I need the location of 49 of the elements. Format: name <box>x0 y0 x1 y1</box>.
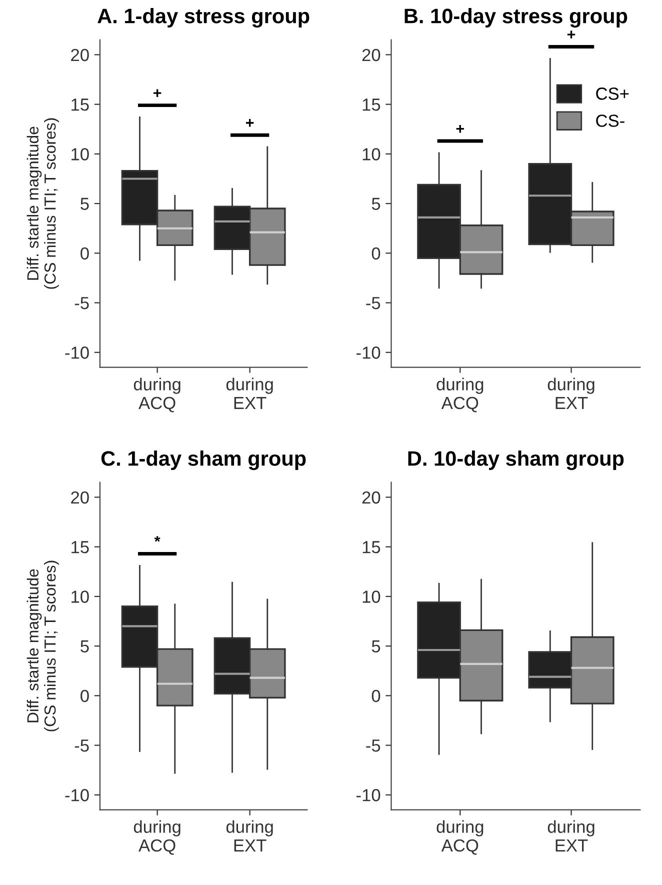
y-tick-label: 20 <box>362 48 380 62</box>
y-tick-label: -5 <box>366 740 380 752</box>
y-tick-label: 0 <box>80 690 89 702</box>
y-tick-label: -10 <box>356 346 380 359</box>
x-tick-label: during EXT <box>226 820 273 852</box>
y-tick-label: 5 <box>372 198 380 210</box>
y-tick-label: -10 <box>65 789 89 802</box>
y-tick-label: 15 <box>362 98 380 111</box>
y-tick-label: 0 <box>80 247 89 260</box>
y-tick-label: 5 <box>80 198 89 210</box>
chart-title: B. 10-day stress group <box>404 8 628 28</box>
annotation: + <box>246 118 254 127</box>
legend-label: CS+ <box>596 88 629 100</box>
chart-title: C. 1-day sham group <box>101 450 306 470</box>
y-tick-label: 10 <box>362 148 380 160</box>
x-tick-label: during EXT <box>226 378 273 409</box>
y-axis-title: Diff. startle magnitude (CS minus ITI; T scores) <box>26 118 59 289</box>
y-tick-label: 15 <box>72 98 89 111</box>
x-tick-label: during ACQ <box>134 378 180 412</box>
x-tick-label: during ACQ <box>436 378 484 412</box>
y-tick-label: 10 <box>72 590 89 603</box>
y-tick-label: 15 <box>72 541 89 554</box>
y-tick-label: 0 <box>372 247 380 260</box>
y-tick-label: 20 <box>362 491 380 504</box>
annotation: * <box>154 536 160 542</box>
y-tick-label: -10 <box>356 789 380 802</box>
y-axis-title: Diff. startle magnitude (CS minus ITI; T scores) <box>26 560 59 732</box>
x-tick-label: during ACQ <box>436 820 484 855</box>
chart-title: D. 10-day sham group <box>408 450 624 470</box>
y-tick-label: -5 <box>366 297 380 310</box>
y-tick-label: 5 <box>80 640 89 653</box>
text: + <box>567 30 576 38</box>
y-tick-label: 20 <box>71 48 89 62</box>
x-tick-label: during EXT <box>548 820 594 852</box>
y-tick-label: 0 <box>372 690 380 702</box>
x-tick-label: during EXT <box>548 378 594 409</box>
y-tick-label: 20 <box>71 491 89 504</box>
y-tick-label: 15 <box>362 541 380 554</box>
x-tick-label: during ACQ <box>134 820 180 855</box>
y-tick-label: 5 <box>372 640 380 653</box>
y-tick-label: -5 <box>74 740 89 752</box>
chart-title: A. 1-day stress group <box>98 8 310 28</box>
annotation: + <box>153 89 162 97</box>
y-tick-label: -10 <box>65 346 89 359</box>
annotation: + <box>456 124 464 133</box>
y-tick-label: 10 <box>72 148 89 160</box>
legend-label: CS- <box>596 114 624 127</box>
y-tick-label: 10 <box>362 590 380 603</box>
y-tick-label: -5 <box>74 297 89 310</box>
